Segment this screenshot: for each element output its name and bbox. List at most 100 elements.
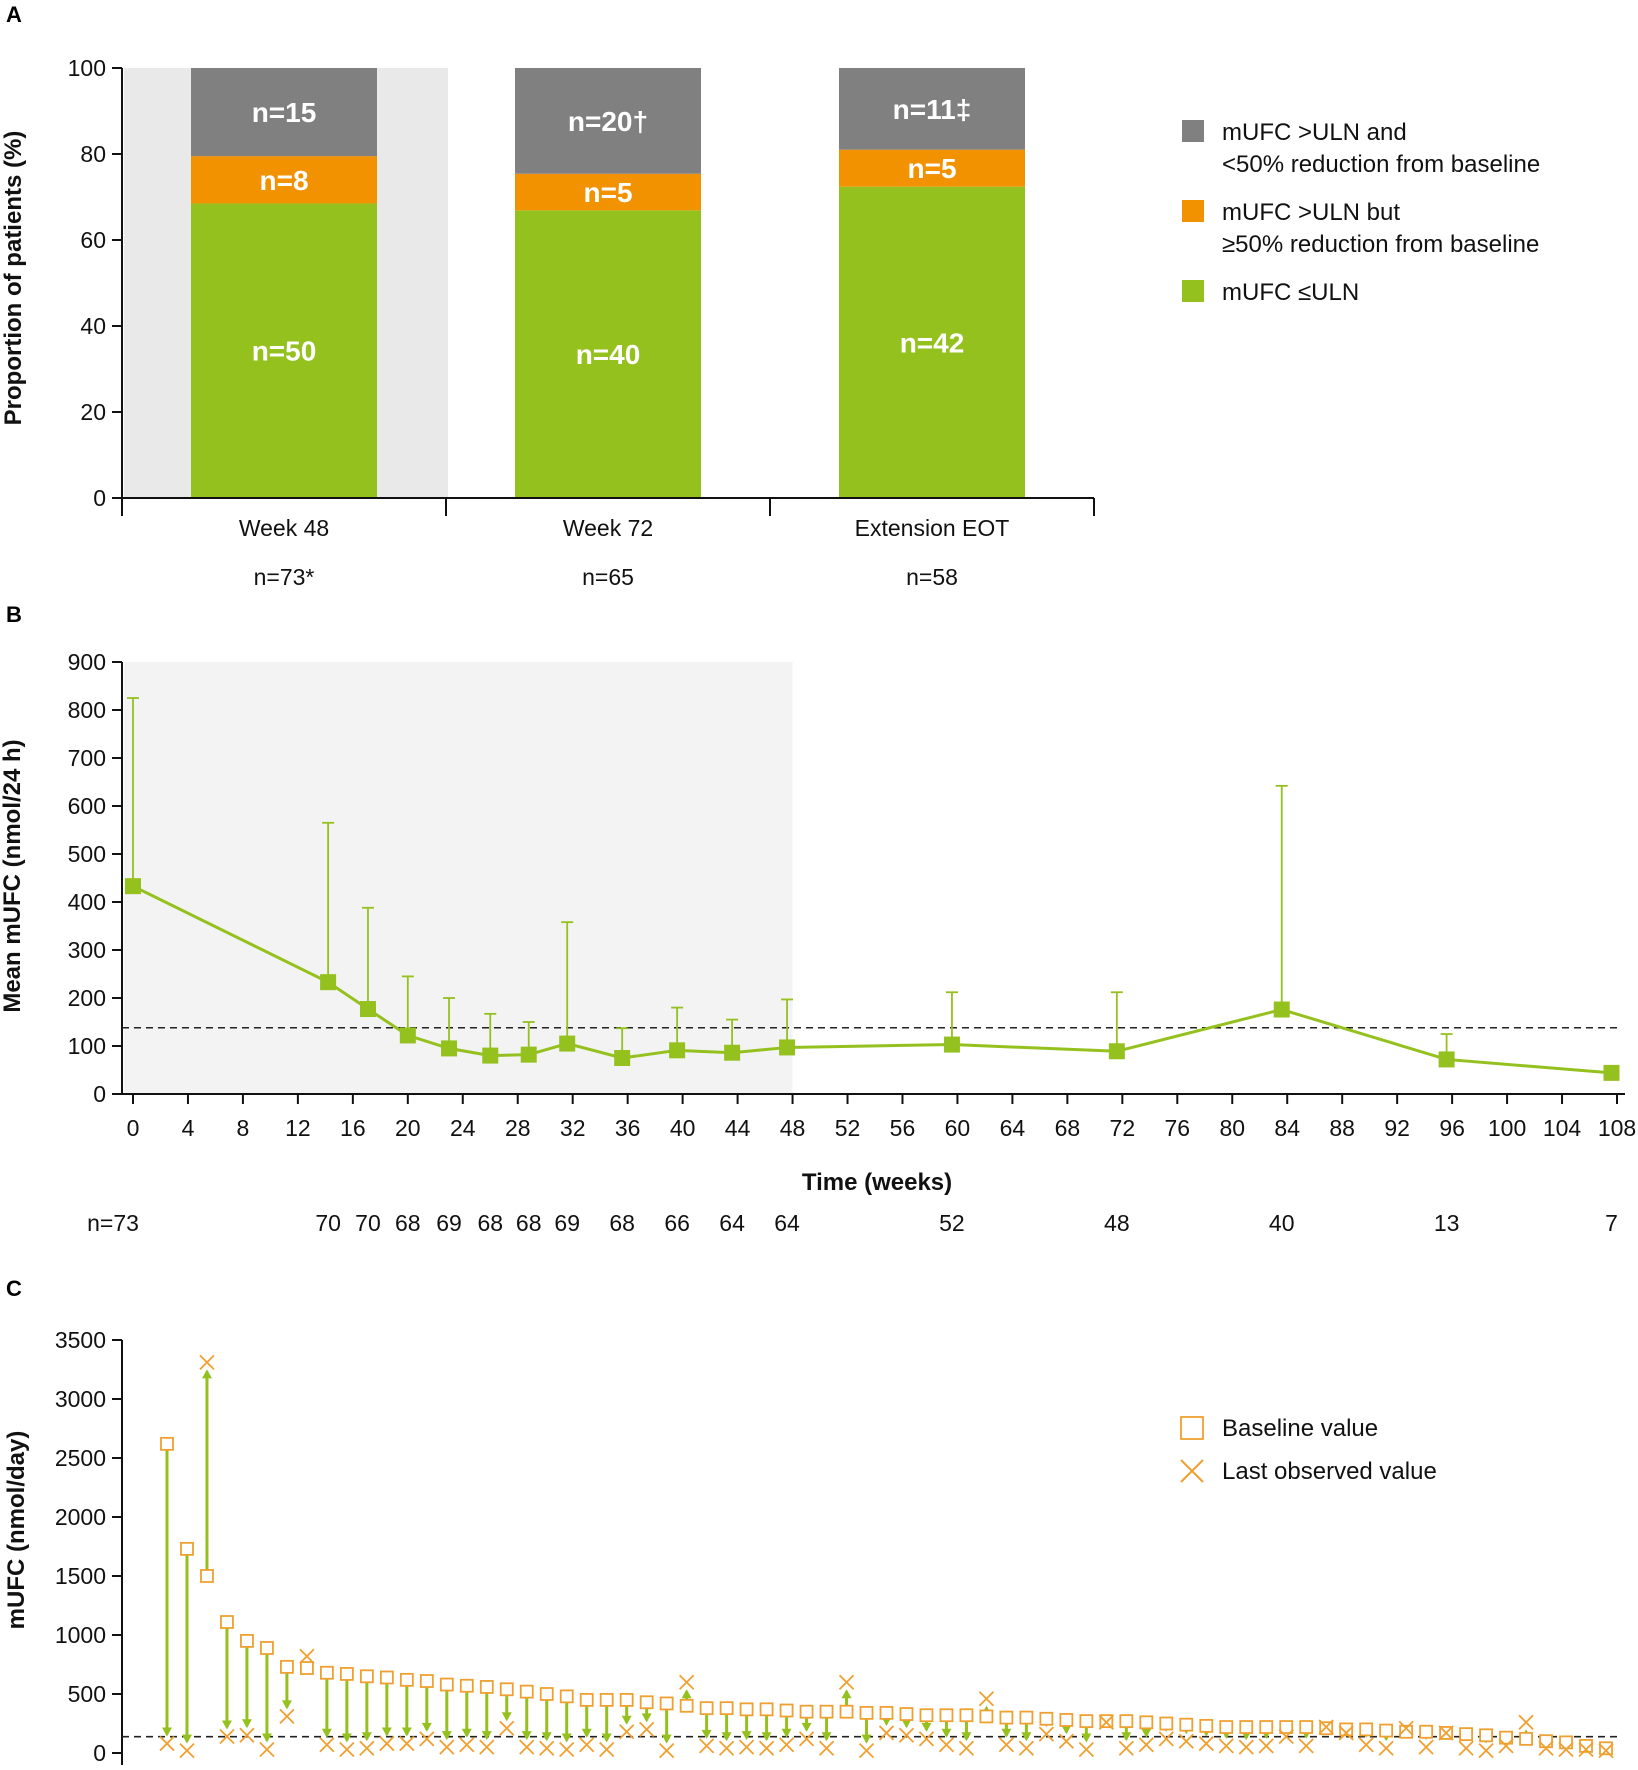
n-at-risk-label: 66 <box>664 1210 690 1236</box>
last-observed-marker <box>459 1737 475 1753</box>
panel-c-legend: Baseline value Last observed value <box>1180 1415 1437 1485</box>
last-observed-marker <box>1598 1743 1614 1759</box>
legend-label: <50% reduction from baseline <box>1222 151 1540 178</box>
panel-a-category-labels: Week 48 n=73* Week 72 n=65 Extension EOT n=58 <box>239 515 1010 590</box>
y-tick-label: 3500 <box>55 1327 106 1353</box>
y-tick-label: 600 <box>68 793 106 819</box>
baseline-marker <box>1499 1730 1513 1745</box>
bar-segment-label: n=8 <box>259 165 308 196</box>
change-arrowhead <box>761 1732 772 1742</box>
baseline-marker <box>1219 1720 1234 1734</box>
last-observed-marker <box>279 1708 295 1725</box>
change-arrowhead <box>481 1731 492 1741</box>
bar-segment-label: n=5 <box>583 177 632 208</box>
y-tick-label: 3000 <box>55 1386 106 1412</box>
last-observed-marker <box>1578 1741 1594 1758</box>
change-arrowhead <box>181 1734 192 1744</box>
baseline-marker <box>1039 1711 1054 1726</box>
x-tick-label: 12 <box>285 1115 311 1141</box>
bar-segment <box>839 149 1025 187</box>
legend-label: Last observed value <box>1222 1458 1437 1485</box>
baseline-marker <box>899 1707 914 1721</box>
change-arrowhead <box>621 1715 632 1725</box>
x-tick-label: 36 <box>615 1115 641 1141</box>
baseline-marker <box>439 1677 454 1692</box>
bar-segment <box>191 156 377 204</box>
last-observed-marker <box>1098 1714 1114 1730</box>
last-observed-marker <box>1418 1739 1434 1755</box>
baseline-marker <box>659 1696 674 1711</box>
y-tick-label: 100 <box>68 1033 106 1059</box>
y-tick-label: 2000 <box>55 1504 106 1530</box>
baseline-marker <box>1079 1714 1094 1729</box>
last-observed-marker <box>818 1740 835 1756</box>
data-point <box>724 1044 741 1061</box>
change-arrowhead <box>541 1732 552 1742</box>
data-point <box>779 1039 796 1056</box>
legend-label: ≥50% reduction from baseline <box>1222 231 1539 258</box>
change-arrowhead <box>221 1720 232 1730</box>
data-point <box>614 1050 631 1066</box>
last-observed-marker <box>539 1740 555 1756</box>
baseline-marker <box>319 1665 334 1680</box>
last-observed-marker <box>679 1674 695 1690</box>
y-tick-label: 200 <box>68 985 106 1011</box>
last-observed-marker <box>239 1727 255 1743</box>
baseline-marker <box>719 1701 734 1716</box>
change-arrowhead <box>1021 1732 1032 1742</box>
data-point <box>1603 1064 1620 1081</box>
y-tick-label: 500 <box>68 841 106 867</box>
change-arrowhead <box>941 1728 952 1738</box>
last-observed-marker <box>1298 1738 1314 1754</box>
last-observed-marker <box>998 1737 1015 1753</box>
baseline-marker <box>1279 1720 1294 1734</box>
x-tick-label: 100 <box>1488 1115 1526 1141</box>
baseline-marker <box>919 1708 934 1723</box>
legend-swatch <box>1182 120 1204 142</box>
baseline-marker <box>979 1709 994 1724</box>
change-arrowhead <box>201 1369 212 1379</box>
change-arrowhead <box>241 1719 252 1729</box>
y-tick-label: 20 <box>80 399 106 425</box>
baseline-marker <box>1459 1727 1473 1742</box>
legend-label: mUFC >ULN but <box>1222 199 1400 226</box>
change-arrowhead <box>701 1729 712 1739</box>
change-arrowhead <box>601 1733 612 1743</box>
y-tick-label: 0 <box>93 485 106 511</box>
change-arrowhead <box>661 1734 672 1744</box>
x-tick-label: 48 <box>780 1115 806 1141</box>
data-point <box>1273 1001 1290 1018</box>
panel-c-axes: 0 500 1000 1500 2000 2500 3000 3500 <box>55 1327 1617 1766</box>
bar-segment <box>191 68 377 157</box>
baseline-marker <box>459 1678 474 1693</box>
panel-label-c: C <box>6 1276 22 1301</box>
baseline-marker <box>939 1708 954 1723</box>
baseline-marker <box>379 1670 394 1685</box>
change-arrowhead <box>1061 1725 1072 1735</box>
baseline-marker <box>160 1436 174 1451</box>
data-point <box>1108 1043 1125 1060</box>
panel-b-n-at-risk-row: n=73 70 70 68 69 68 68 69 68 66 64 64 52 48 40 13 7 <box>87 1210 1618 1236</box>
last-observed-marker <box>1258 1738 1274 1754</box>
baseline-marker <box>419 1674 434 1688</box>
last-observed-marker <box>579 1737 595 1753</box>
bar-segment <box>515 68 701 174</box>
last-observed-marker <box>499 1720 515 1736</box>
last-observed-marker <box>1158 1731 1174 1747</box>
bar-segment-label: n=40 <box>576 339 641 370</box>
panel-c-y-axis-title: mUFC (nmol/day) <box>3 1431 30 1630</box>
change-arrowhead <box>961 1732 972 1742</box>
x-tick-label: 44 <box>725 1115 751 1141</box>
data-point <box>669 1042 686 1059</box>
panel-a-legend: mUFC >ULN and <50% reduction from baselin… <box>1182 119 1540 306</box>
last-observed-marker <box>738 1739 755 1755</box>
baseline-marker <box>399 1672 414 1687</box>
baseline-marker <box>200 1569 214 1583</box>
panel-b-y-axis-title: Mean mUFC (nmol/24 h) <box>0 739 26 1012</box>
n-at-risk-label: 70 <box>355 1210 381 1236</box>
last-observed-marker <box>1358 1737 1374 1753</box>
y-tick-label: 40 <box>80 313 106 339</box>
legend-swatch <box>1182 200 1204 222</box>
baseline-marker <box>1599 1741 1613 1756</box>
